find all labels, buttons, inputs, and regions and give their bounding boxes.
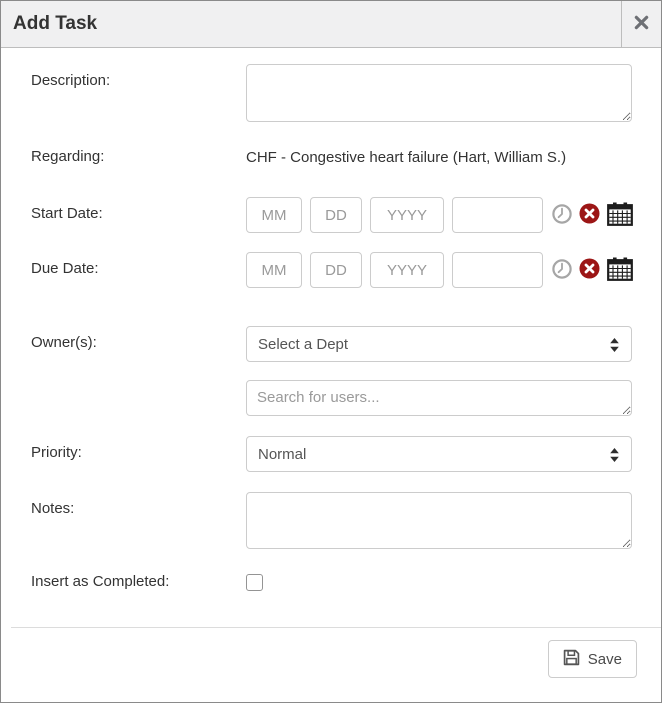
user-search-input[interactable] <box>246 380 632 416</box>
dept-select[interactable]: Select a Dept <box>246 326 632 362</box>
dept-select-value: Select a Dept <box>258 335 349 353</box>
priority-row: Priority: Normal <box>31 436 632 472</box>
owners-row: Owner(s): Select a Dept <box>31 326 632 362</box>
start-year-input[interactable] <box>370 197 444 233</box>
due-month-input[interactable] <box>246 252 302 288</box>
select-caret-icon <box>609 338 620 356</box>
start-month-input[interactable] <box>246 197 302 233</box>
priority-label: Priority: <box>31 444 82 461</box>
description-row: Description: <box>31 64 632 122</box>
insert-completed-row: Insert as Completed: <box>31 573 630 596</box>
due-date-calendar-button[interactable] <box>607 257 633 284</box>
regarding-value: CHF - Congestive heart failure (Hart, Wi… <box>246 149 567 166</box>
due-time-input[interactable] <box>452 252 543 288</box>
start-date-clear-button[interactable] <box>579 203 600 227</box>
notes-row: Notes: <box>31 492 632 549</box>
notes-input[interactable] <box>246 492 632 549</box>
insert-completed-checkbox[interactable] <box>246 574 263 591</box>
start-date-calendar-button[interactable] <box>607 202 633 229</box>
calendar-icon <box>607 257 633 284</box>
start-day-input[interactable] <box>310 197 362 233</box>
priority-select[interactable]: Normal <box>246 436 632 472</box>
select-caret-icon <box>609 448 620 466</box>
priority-select-value: Normal <box>258 445 307 463</box>
calendar-icon <box>607 202 633 229</box>
start-date-label: Start Date: <box>31 205 103 222</box>
description-label: Description: <box>31 72 111 89</box>
due-date-clear-button[interactable] <box>579 258 600 282</box>
owners-label: Owner(s): <box>31 334 97 351</box>
due-year-input[interactable] <box>370 252 444 288</box>
modal-footer: Save <box>11 627 661 702</box>
save-floppy-icon <box>563 649 580 670</box>
clear-circle-x-icon <box>579 203 600 227</box>
due-date-label: Due Date: <box>31 260 99 277</box>
due-day-input[interactable] <box>310 252 362 288</box>
due-date-row: Due Date: <box>31 252 633 288</box>
insert-completed-label: Insert as Completed: <box>31 573 170 590</box>
close-icon <box>634 15 649 33</box>
modal-header: Add Task <box>1 1 661 48</box>
modal-body: Description: Regarding: CHF - Congestive… <box>1 48 661 596</box>
due-time-picker-button[interactable] <box>552 258 572 282</box>
clock-icon <box>552 203 572 227</box>
regarding-label: Regarding: <box>31 148 105 165</box>
start-time-input[interactable] <box>452 197 543 233</box>
close-button[interactable] <box>621 1 661 47</box>
save-button-label: Save <box>587 650 622 668</box>
regarding-row: Regarding: CHF - Congestive heart failur… <box>31 148 630 168</box>
clock-icon <box>552 258 572 282</box>
user-search-row <box>31 380 632 416</box>
start-time-picker-button[interactable] <box>552 203 572 227</box>
notes-label: Notes: <box>31 500 75 517</box>
start-date-row: Start Date: <box>31 197 633 233</box>
description-input[interactable] <box>246 64 632 122</box>
modal-title: Add Task <box>13 13 98 34</box>
clear-circle-x-icon <box>579 258 600 282</box>
save-button[interactable]: Save <box>547 640 637 678</box>
